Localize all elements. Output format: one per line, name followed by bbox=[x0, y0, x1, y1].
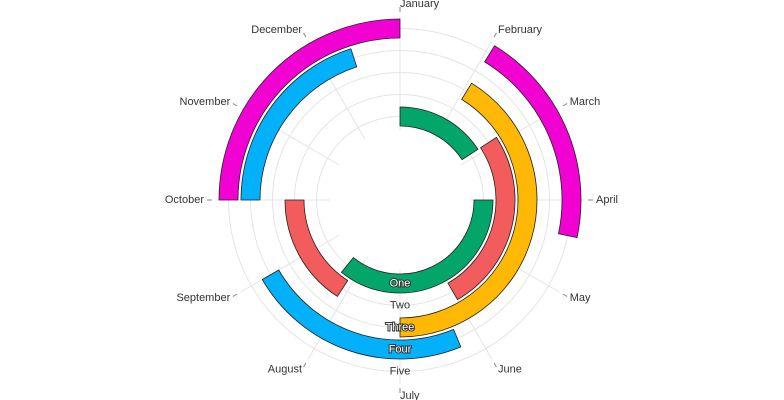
month-label: July bbox=[400, 390, 420, 400]
month-label: November bbox=[180, 96, 231, 108]
month-tick bbox=[562, 293, 568, 297]
ring-label: Two bbox=[390, 299, 410, 311]
month-label: March bbox=[570, 96, 601, 108]
month-tick bbox=[493, 362, 497, 368]
grid-spoke bbox=[240, 234, 340, 293]
month-tick bbox=[303, 362, 307, 368]
month-tick bbox=[232, 103, 238, 107]
month-label: May bbox=[570, 292, 591, 304]
ring-label: One bbox=[390, 277, 411, 289]
month-label: January bbox=[400, 0, 440, 10]
radial-bar bbox=[399, 106, 479, 161]
radial-bar bbox=[447, 136, 516, 300]
ring-label: Four bbox=[389, 343, 412, 355]
radial-bar bbox=[240, 48, 358, 201]
ring-label: Five bbox=[390, 365, 411, 377]
month-label: August bbox=[268, 364, 302, 376]
month-tick bbox=[232, 293, 238, 297]
month-label: June bbox=[498, 364, 522, 376]
ring-label: Three bbox=[386, 321, 415, 333]
month-label: February bbox=[498, 24, 543, 36]
month-label: September bbox=[176, 292, 230, 304]
radial-bar bbox=[261, 269, 462, 360]
month-label: October bbox=[165, 194, 204, 206]
radial-bar bbox=[218, 18, 401, 201]
radial-bar bbox=[484, 45, 582, 239]
month-tick bbox=[303, 32, 307, 38]
radial-bar bbox=[399, 82, 538, 338]
month-label: April bbox=[596, 194, 618, 206]
month-tick bbox=[493, 32, 497, 38]
radial-bar bbox=[341, 199, 494, 294]
radial-bar bbox=[284, 199, 349, 297]
month-tick bbox=[562, 103, 568, 107]
month-label: December bbox=[251, 24, 302, 36]
